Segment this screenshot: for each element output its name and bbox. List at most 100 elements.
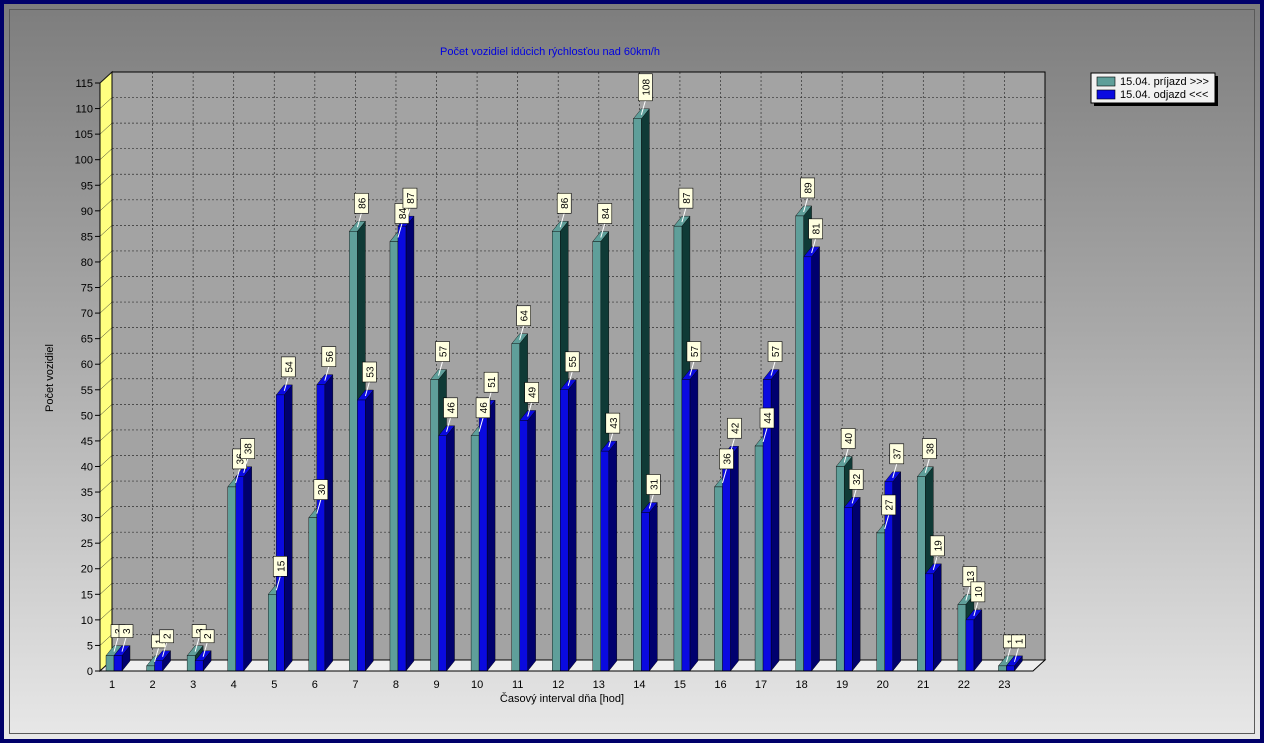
data-label-box: [362, 361, 377, 383]
data-label-box: [556, 192, 572, 214]
bar-front: [835, 466, 845, 672]
data-label: 13: [966, 571, 977, 583]
y-tick-label: 115: [75, 78, 93, 90]
bar-side: [851, 496, 861, 672]
data-label-box: [646, 474, 661, 495]
data-label-leader: [932, 555, 938, 570]
axes: 0510152025303540455055606570758085909510…: [75, 78, 1033, 691]
x-tick-label: 5: [271, 679, 277, 691]
data-labels: 3 31 2 32 36 38 15 54 30 56 86 53 84 87 57 46 46 51 64 49 86…: [110, 73, 1026, 663]
bar-side: [608, 440, 617, 672]
y-tick-label: 20: [81, 564, 93, 576]
bar-front: [113, 655, 123, 672]
gridline-side: [99, 608, 113, 621]
data-label: 30: [317, 484, 328, 496]
data-label-leader: [681, 208, 687, 223]
data-label-box: [605, 412, 621, 434]
gridline-side: [99, 557, 113, 569]
data-label-leader: [194, 637, 200, 652]
gridline-side: [99, 250, 113, 263]
data-label: 84: [398, 208, 409, 220]
data-label-leader: [567, 371, 573, 386]
data-label-box: [922, 438, 937, 460]
data-label-box: [524, 382, 539, 403]
bar-front: [478, 410, 488, 672]
data-label: 49: [528, 386, 539, 398]
x-tick-label: 22: [958, 679, 970, 691]
data-label: 81: [812, 223, 823, 235]
data-label-leader: [689, 361, 695, 376]
bar-front: [316, 384, 326, 672]
data-label-leader: [235, 468, 241, 484]
bar-side: [405, 215, 415, 672]
y-tick-label: 85: [81, 231, 93, 243]
gridline-side: [99, 404, 113, 416]
data-label-leader: [843, 448, 849, 463]
bar-side: [324, 374, 334, 672]
bar-front: [633, 118, 642, 672]
data-label-leader: [113, 637, 119, 652]
bar-front: [998, 665, 1007, 672]
x-tick-label: 8: [393, 679, 399, 691]
bar-side: [973, 609, 983, 672]
data-label-leader: [729, 438, 735, 453]
data-label-box: [402, 187, 418, 209]
x-tick-label: 17: [755, 679, 767, 691]
bar-side: [365, 389, 374, 672]
bar-front: [600, 450, 609, 672]
gridline-side: [99, 634, 113, 646]
bar-front: [560, 389, 569, 672]
data-label: 2: [203, 633, 214, 639]
y-tick-label: 75: [81, 283, 93, 295]
gridline-side: [99, 122, 113, 135]
data-label-box: [759, 407, 775, 429]
bar-front: [876, 532, 885, 672]
y-tick-label: 100: [75, 155, 93, 167]
bar: [681, 368, 699, 672]
data-label-box: [727, 417, 742, 439]
data-label-leader: [721, 468, 727, 484]
bar-side: [527, 409, 536, 672]
bar-front: [470, 435, 480, 672]
bar-front: [105, 655, 115, 672]
y-tick-label: 0: [87, 666, 93, 678]
data-label-leader: [770, 361, 776, 376]
bar-front: [430, 379, 439, 672]
y-tick-label: 95: [81, 180, 93, 192]
data-label-box: [564, 351, 580, 373]
data-label-leader: [892, 463, 898, 478]
data-label-leader: [162, 642, 168, 657]
bar-front: [552, 231, 561, 672]
data-label: 15: [276, 560, 287, 572]
bar-side: [730, 445, 739, 672]
y-tick-label: 10: [81, 615, 93, 627]
bar-side: [933, 563, 942, 672]
bar-front: [673, 225, 683, 672]
data-label-box: [800, 177, 815, 199]
gridline-side: [99, 378, 113, 390]
data-label-box: [443, 397, 458, 419]
bar-side: [243, 466, 252, 672]
bar: [965, 609, 983, 672]
data-label-box: [686, 341, 702, 362]
x-tick-label: 21: [917, 679, 929, 691]
data-label-leader: [803, 197, 809, 213]
data-label-leader: [608, 433, 614, 448]
data-label: 64: [520, 310, 531, 322]
data-label: 38: [244, 443, 255, 455]
data-label: 87: [682, 192, 693, 204]
data-label-box: [199, 629, 215, 644]
bar: [884, 471, 902, 672]
data-label: 51: [487, 376, 498, 388]
data-label-box: [970, 581, 986, 603]
bar-front: [917, 476, 926, 672]
data-label: 37: [893, 448, 904, 460]
data-label-leader: [884, 514, 890, 530]
bar-front: [722, 456, 731, 672]
bar-front: [519, 420, 528, 672]
bar-front: [154, 660, 163, 672]
bar-front: [194, 660, 204, 672]
legend-label: 15.04. odjazd <<<: [1120, 89, 1208, 101]
data-label: 56: [325, 351, 336, 363]
x-tick-label: 7: [352, 679, 358, 691]
